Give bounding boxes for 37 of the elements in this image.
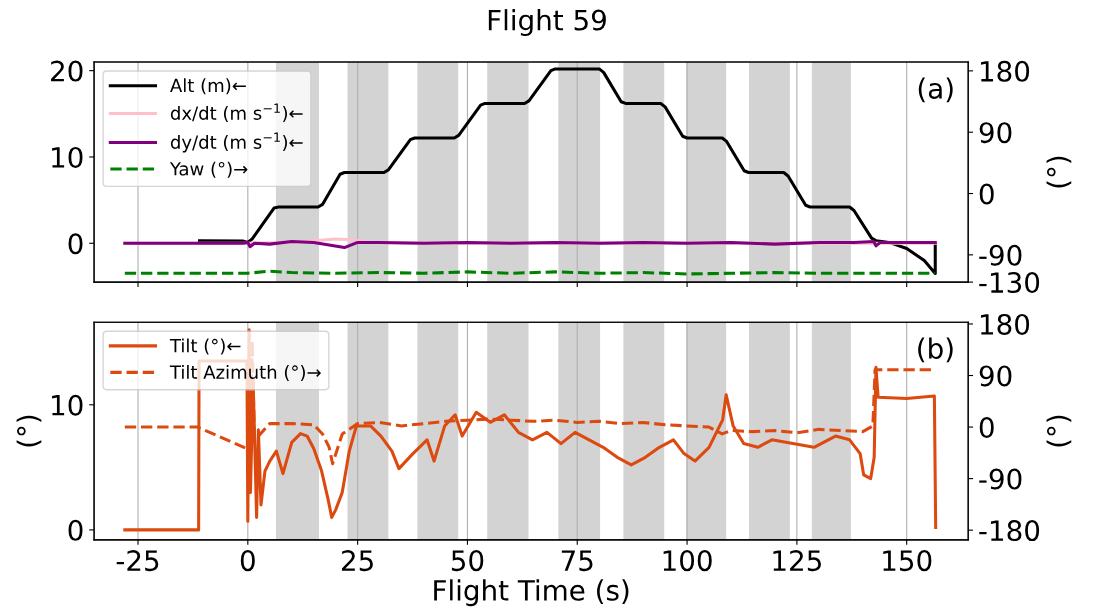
y-tick-label: 10 [52, 394, 83, 416]
x-tick-label: 25 [342, 550, 373, 572]
x-tick-label: 150 [883, 550, 932, 572]
y-tick-label: 10 [52, 146, 83, 168]
x-tick-label: 50 [451, 550, 484, 572]
y-tick-label: 0 [68, 519, 83, 541]
annotation: (a) [918, 77, 953, 103]
y2-tick-label: 180 [980, 60, 1030, 82]
y-tick-label: 0 [68, 233, 83, 255]
y2-tick-label: 90 [979, 365, 1012, 387]
legend-label: dy/dt (m s$^{−1}$)← [170, 132, 303, 153]
y2-tick-label: 90 [979, 122, 1012, 144]
x-axis-title: Flight Time (s) [434, 579, 629, 607]
y2-tick-label: -90 [979, 468, 1022, 490]
line-series [123, 240, 937, 250]
legend-label: Alt (m)← [170, 78, 246, 95]
y2-tick-label: 180 [980, 313, 1030, 335]
x-tick-label: 125 [773, 550, 821, 572]
legend-label: Tilt Azimuth (°)→ [169, 364, 321, 382]
x-tick-label: 0 [240, 550, 255, 572]
y2-tick-label: -180 [979, 520, 1040, 542]
y2-tick-label: -130 [979, 272, 1040, 294]
y2-tick-label: -90 [979, 244, 1022, 266]
y2-axis-title: (°) [1046, 415, 1072, 447]
y2-axis-title: (°) [1046, 156, 1072, 188]
annotation: (b) [918, 337, 953, 363]
legend-label: Tilt (°)← [169, 338, 241, 355]
legend-label: Yaw (°)→ [169, 161, 248, 178]
y-axis-title: (°) [16, 415, 42, 447]
y2-tick-label: 0 [979, 417, 994, 439]
y2-tick-label: 0 [979, 183, 994, 205]
y-tick-label: 20 [51, 60, 83, 82]
x-tick-label: 100 [663, 550, 712, 572]
legend-label: dx/dt (m s$^{−1}$)← [170, 103, 303, 123]
x-tick-label: 75 [561, 550, 593, 572]
x-tick-label: -25 [116, 550, 159, 572]
chart-title: Flight 59 [488, 9, 606, 36]
